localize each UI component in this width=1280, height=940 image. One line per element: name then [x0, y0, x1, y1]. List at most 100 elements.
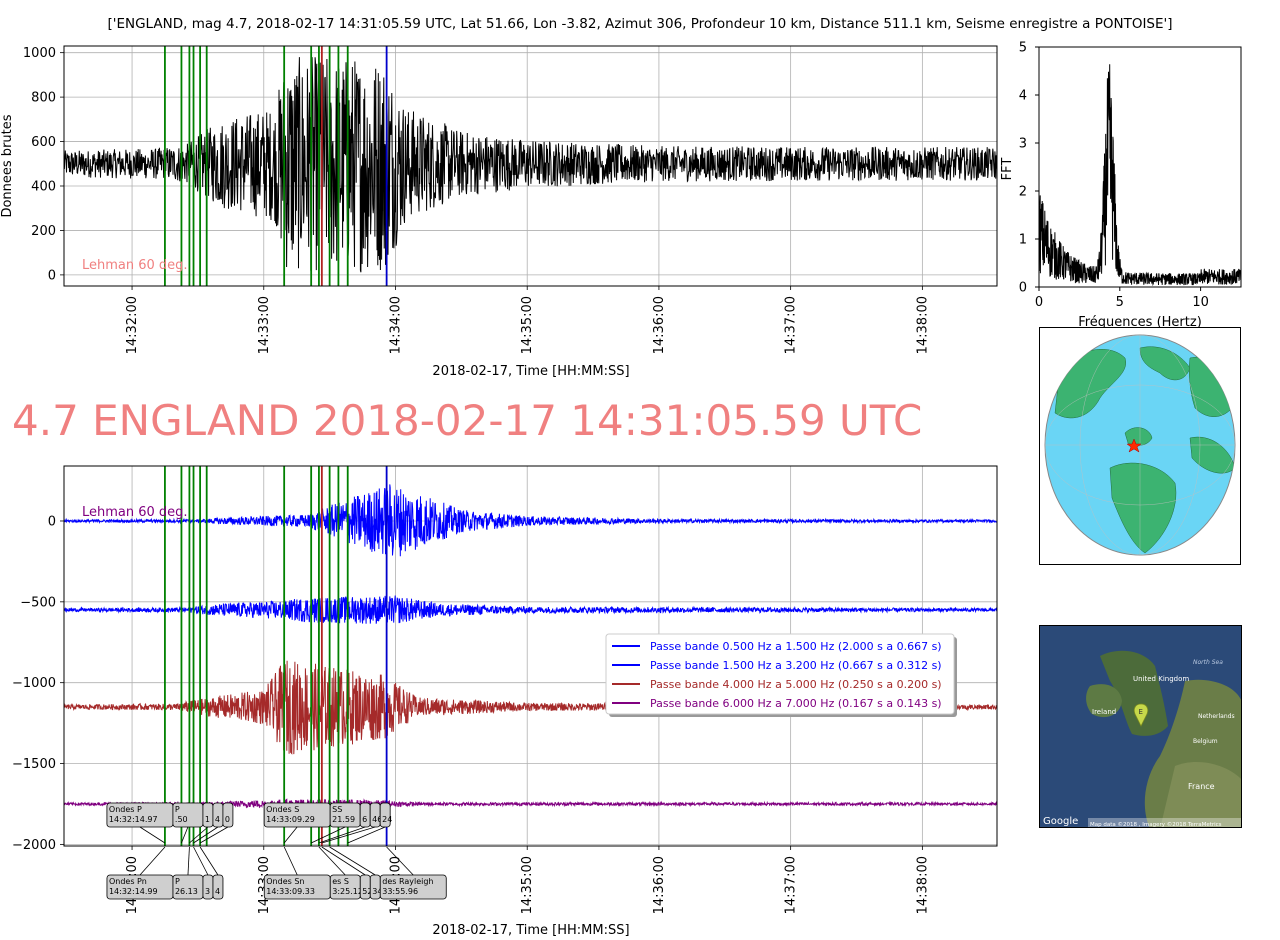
x-axis-label: 2018-02-17, Time [HH:MM:SS] — [432, 923, 629, 938]
annotation-arrow — [318, 846, 346, 876]
fft-frame — [1038, 46, 1242, 288]
phase-annotation-top: 24 — [347, 802, 392, 844]
raw-trace — [63, 57, 998, 273]
fft-x-label: Fréquences (Hertz) — [1078, 315, 1202, 330]
annotation-name: Ondes Sn — [266, 877, 304, 886]
map-label-france: France — [1188, 782, 1215, 791]
map-label-belgium: Belgium — [1193, 738, 1218, 745]
legend-entry: Passe bande 0.500 Hz a 1.500 Hz (2.000 s… — [650, 640, 942, 653]
globe-map — [1039, 327, 1241, 565]
x-tick-label: 14:36:00 — [652, 856, 667, 914]
annotation-name: Ondes S — [266, 805, 299, 814]
y-tick-label: −1500 — [12, 757, 56, 772]
fft-trace — [1038, 64, 1242, 287]
lehman-label: Lehman 60 deg. — [82, 505, 188, 520]
annotation-arrow — [329, 846, 376, 876]
y-tick-label: 600 — [31, 135, 56, 150]
y-tick-label: 200 — [31, 224, 56, 239]
fft-chart: 0 5 10 0 1 2 3 4 5 FFT Fréquences (Hertz) — [1000, 41, 1242, 330]
x-tick-label: 14:38:00 — [915, 856, 930, 914]
y-axis-label: Donnees brutes — [0, 114, 15, 217]
x-tick-label: 14:35:00 — [520, 856, 535, 914]
y-tick-label: 0 — [48, 514, 56, 529]
phase-annotation-bottom: es S3:25.12 — [318, 846, 363, 900]
phase-annotation-top: P.50 — [172, 802, 204, 844]
fft-y-tick-label: 4 — [1019, 89, 1027, 104]
fft-y-tick-label: 5 — [1019, 41, 1027, 56]
legend-entry: Passe bande 4.000 Hz a 5.000 Hz (0.250 s… — [650, 678, 942, 691]
plot-frame — [63, 465, 998, 847]
fft-y-tick-label: 0 — [1019, 281, 1027, 296]
annotation-arrow — [181, 826, 189, 844]
annotation-arrow — [199, 826, 229, 844]
annotation-time: 26.13 — [175, 887, 198, 896]
annotation-name: Ondes P — [109, 805, 142, 814]
phase-annotation-bottom: P26.13 — [172, 846, 204, 900]
event-title: 4.7 ENGLAND 2018-02-17 14:31:05.59 UTC — [12, 396, 923, 445]
filtered-trace-2 — [63, 595, 998, 624]
lehman-label: Lehman 60 deg. — [82, 258, 188, 273]
x-tick-label: 14:34:00 — [388, 296, 403, 354]
y-tick-label: −2000 — [12, 838, 56, 853]
star-icon — [1126, 438, 1142, 453]
annotation-name: P — [175, 877, 180, 886]
annotation-arrow — [283, 826, 298, 844]
annotation-name: des Rayleigh — [382, 877, 433, 886]
legend-entry: Passe bande 1.500 Hz a 3.200 Hz (0.667 s… — [650, 659, 942, 672]
annotation-time: 14:33:09.33 — [266, 887, 315, 896]
y-tick-label: −500 — [20, 595, 56, 610]
annotation-arrow — [321, 846, 366, 876]
x-tick-label: 14:37:00 — [784, 856, 799, 914]
phase-annotation-bottom: 52 — [321, 846, 372, 900]
x-tick-label: 14:33:00 — [257, 296, 272, 354]
annotation-time: 6 — [362, 815, 367, 824]
annotation-time: 21.59 — [332, 815, 355, 824]
annotation-time: 14:32:14.97 — [109, 815, 158, 824]
annotation-time: .50 — [175, 815, 188, 824]
annotation-name: SS — [332, 805, 342, 814]
y-tick-label: 0 — [48, 268, 56, 283]
annotation-arrow — [139, 826, 166, 844]
annotation-time: 0 — [225, 815, 230, 824]
annotation-arrow — [193, 846, 209, 876]
annotation-time: 33:55.96 — [382, 887, 418, 896]
x-tick-label: 14:37:00 — [784, 296, 799, 354]
annotation-name: es S — [332, 877, 349, 886]
annotation-arrow — [386, 846, 414, 876]
annotation-time: 14:32:14.99 — [109, 887, 158, 896]
fft-x-tick-label: 0 — [1035, 295, 1043, 310]
annotation-time: 24 — [382, 815, 392, 824]
annotation-time: 3 — [205, 887, 210, 896]
map-pin-icon: E — [1133, 703, 1149, 727]
y-tick-label: 400 — [31, 180, 56, 195]
x-tick-label: 14:38:00 — [915, 296, 930, 354]
x-tick-label: 14:32:00 — [125, 296, 140, 354]
fft-y-tick-label: 2 — [1019, 185, 1027, 200]
legend-entry: Passe bande 6.000 Hz a 7.000 Hz (0.167 s… — [650, 697, 942, 710]
map-label-netherlands: Netherlands — [1198, 713, 1235, 720]
annotation-arrow — [199, 846, 219, 876]
region-map: North Sea United Kingdom Ireland Netherl… — [1039, 625, 1242, 828]
y-tick-label: 1000 — [23, 46, 56, 61]
annotation-arrow — [347, 826, 386, 844]
y-tick-label: −1000 — [12, 676, 56, 691]
annotation-arrow — [321, 826, 376, 844]
annotation-arrow — [310, 826, 346, 844]
x-tick-label: 14:35:00 — [520, 296, 535, 354]
annotation-time: 52 — [362, 887, 372, 896]
annotation-time: 3:25.12 — [332, 887, 363, 896]
phase-annotation-bottom: 34 — [329, 846, 382, 900]
fft-y-tick-label: 3 — [1019, 137, 1027, 152]
annotation-name: Ondes Pn — [109, 877, 147, 886]
filtered-trace-1 — [63, 484, 998, 557]
header-title: ['ENGLAND, mag 4.7, 2018-02-17 14:31:05.… — [107, 16, 1173, 32]
phase-annotation-top: 1 — [189, 802, 214, 844]
annotation-time: 4 — [215, 815, 220, 824]
x-tick-label: 14:36:00 — [652, 296, 667, 354]
map-label-ireland: Ireland — [1092, 708, 1116, 716]
fft-x-tick-label: 5 — [1116, 295, 1124, 310]
annotation-arrow — [283, 846, 298, 876]
phase-annotation-top: 0 — [199, 802, 234, 844]
